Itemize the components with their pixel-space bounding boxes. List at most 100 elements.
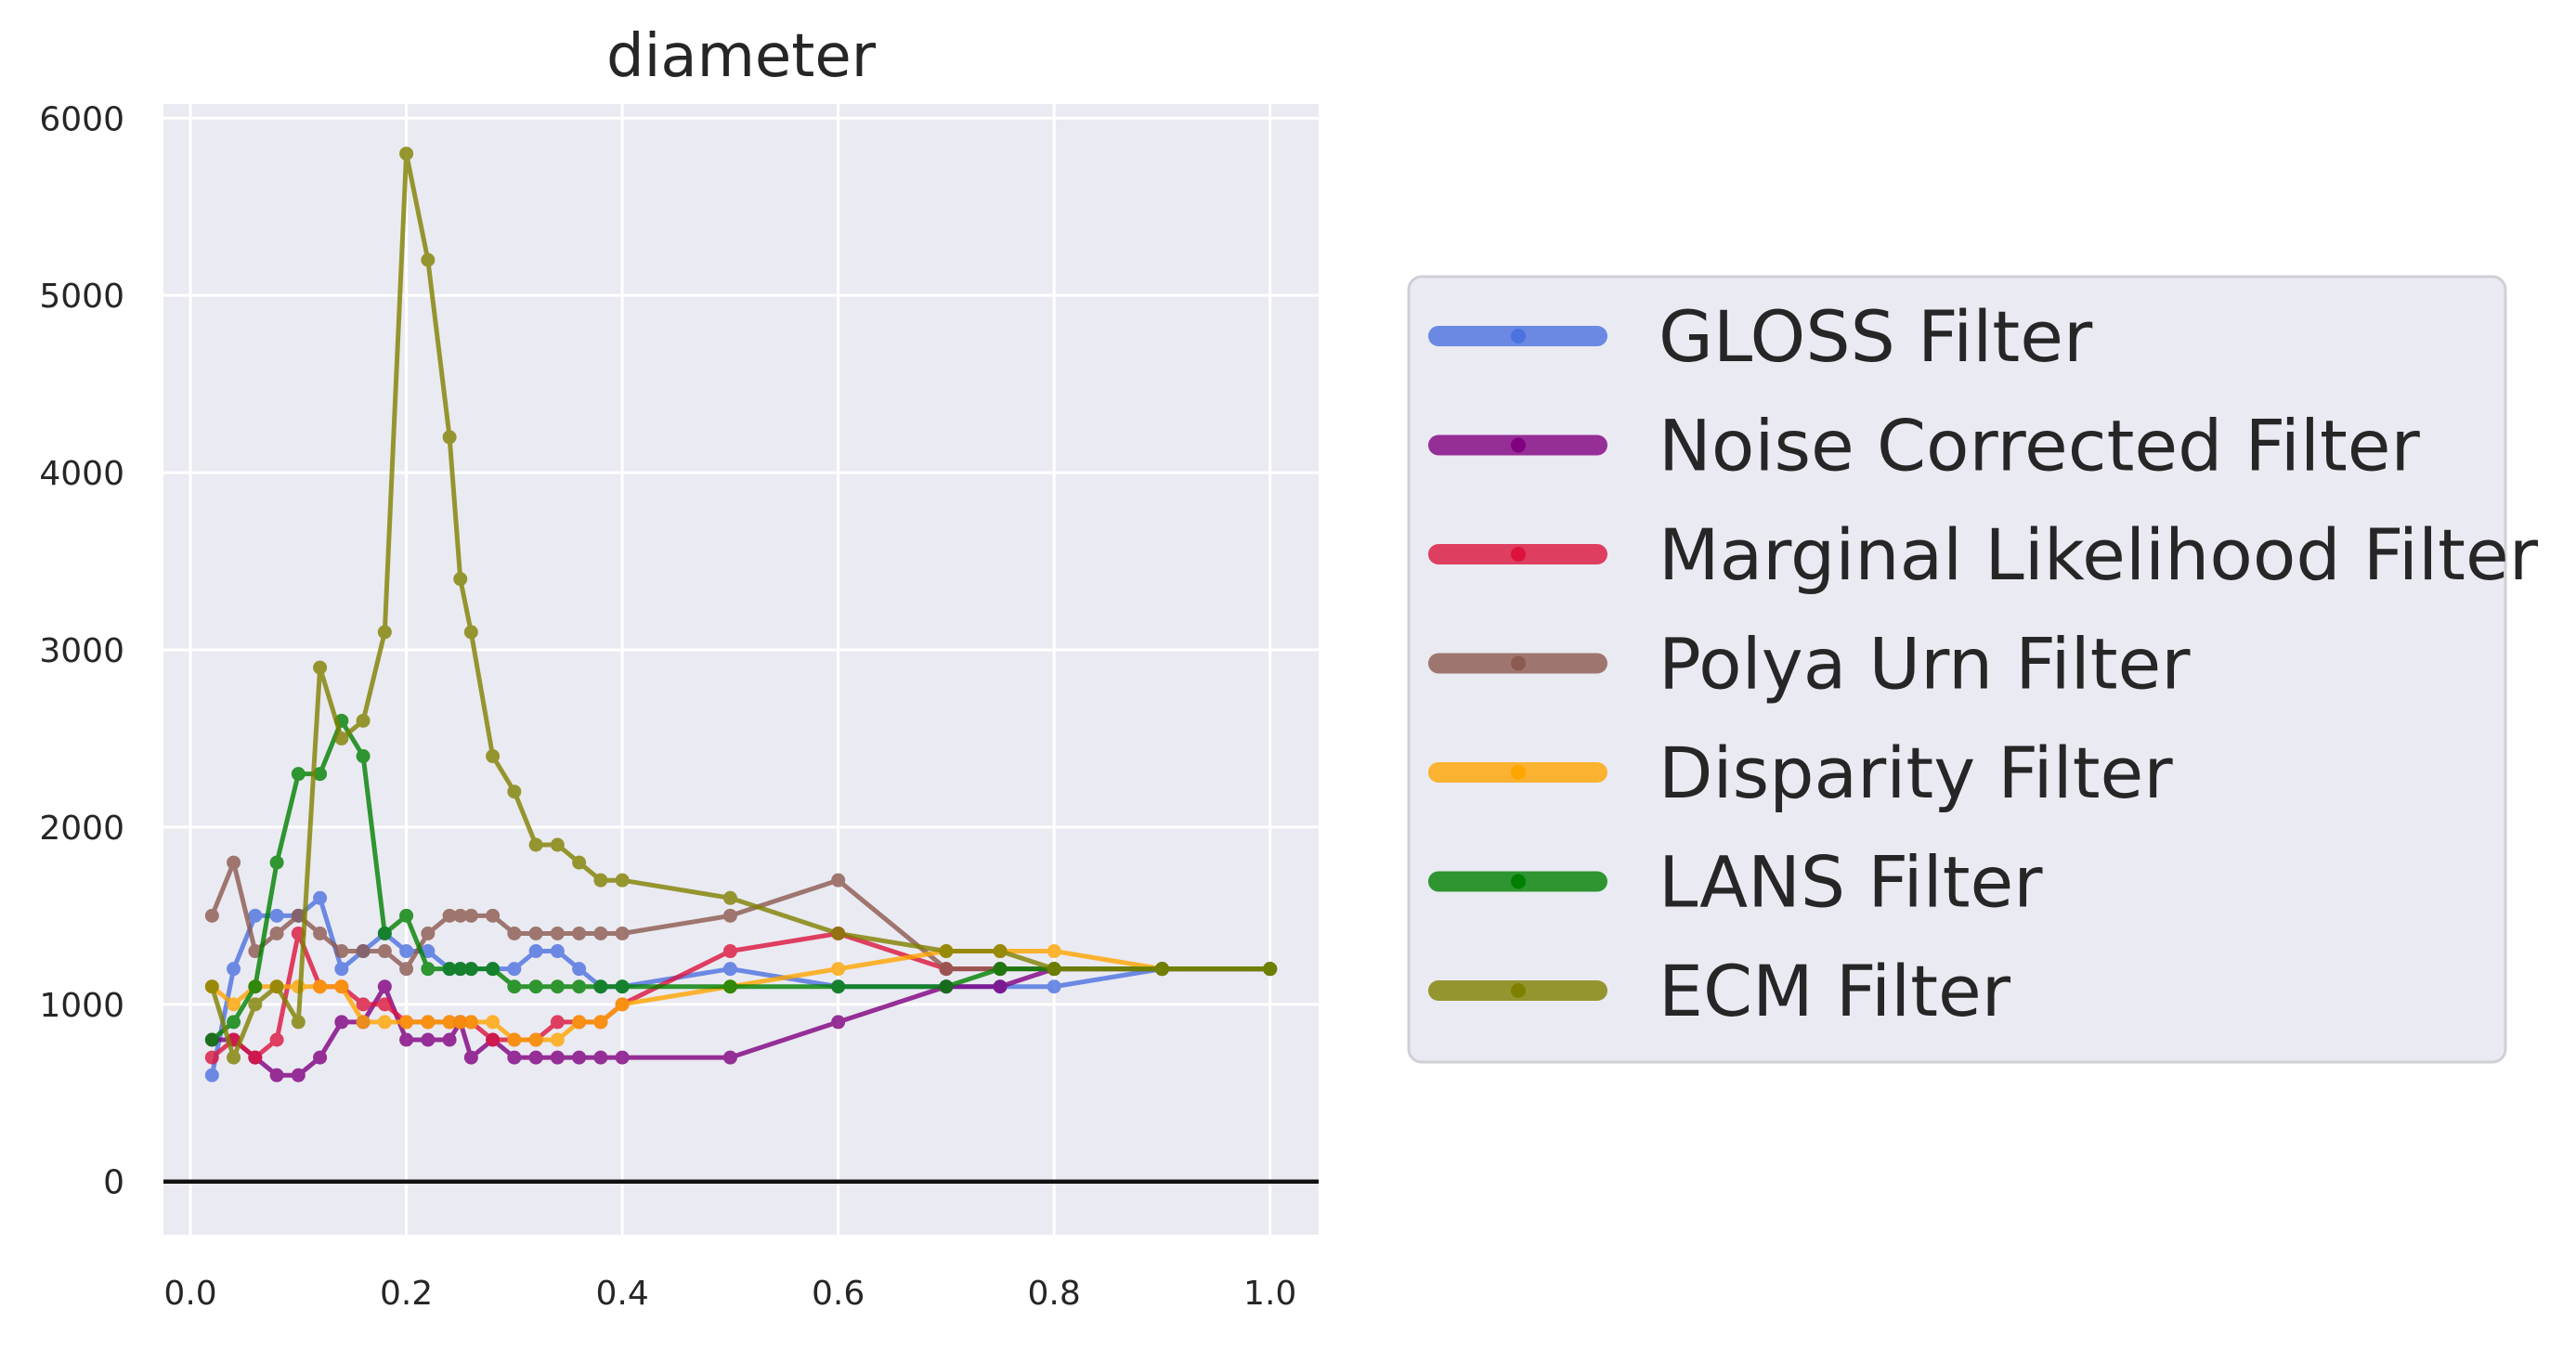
legend: GLOSS Filter Noise Corrected Filter Margin…	[1407, 275, 2539, 1064]
data-point	[399, 1032, 414, 1047]
legend-item: Polya Urn Filter	[1428, 623, 2191, 706]
series-group	[204, 146, 1278, 1082]
data-point	[1263, 962, 1278, 977]
legend-item: Noise Corrected Filter	[1428, 405, 2421, 487]
data-point	[356, 1015, 371, 1030]
data-point	[615, 979, 630, 994]
data-point	[528, 1050, 543, 1065]
legend-marker	[1511, 983, 1526, 998]
data-point	[204, 1068, 219, 1082]
data-point	[550, 1032, 565, 1047]
data-point	[377, 1015, 392, 1030]
legend-box	[1407, 275, 2507, 1064]
legend-item: ECM Filter	[1428, 950, 2011, 1032]
data-point	[593, 873, 608, 888]
data-point	[453, 1015, 468, 1030]
x-tick-label: 0.0	[163, 1275, 216, 1313]
data-point	[939, 979, 954, 994]
data-point	[528, 944, 543, 959]
data-point	[550, 1050, 565, 1065]
legend-label: Disparity Filter	[1659, 732, 2173, 814]
data-point	[593, 979, 608, 994]
data-point	[550, 944, 565, 959]
x-tick-label: 0.8	[1028, 1275, 1081, 1313]
data-point	[507, 1050, 522, 1065]
data-point	[463, 908, 478, 923]
legend-label: Marginal Likelihood Filter	[1659, 513, 2539, 596]
data-point	[334, 944, 349, 959]
legend-label: GLOSS Filter	[1659, 295, 2093, 378]
data-point	[615, 997, 630, 1012]
data-point	[507, 962, 522, 977]
data-point	[593, 1015, 608, 1030]
data-point	[421, 926, 436, 940]
series-line	[209, 860, 1270, 972]
y-tick-label: 5000	[39, 278, 124, 316]
data-point	[528, 837, 543, 852]
data-point	[615, 926, 630, 940]
ticks: 0.0 0.2 0.4 0.6 0.8 1.0 0 1000 2000 3000 4000 5000 6…	[39, 100, 1296, 1313]
data-point	[399, 962, 414, 977]
data-point	[507, 979, 522, 994]
data-point	[453, 572, 468, 587]
y-tick-label: 6000	[39, 100, 124, 138]
legend-label: Polya Urn Filter	[1659, 623, 2191, 706]
data-point	[291, 767, 306, 782]
data-point	[722, 908, 737, 923]
data-point	[442, 908, 457, 923]
data-point	[993, 944, 1008, 959]
legend-item: GLOSS Filter	[1428, 295, 2093, 378]
data-point	[486, 1032, 501, 1047]
data-point	[463, 625, 478, 640]
data-point	[442, 430, 457, 445]
data-point	[269, 855, 284, 870]
legend-marker	[1511, 655, 1526, 671]
data-point	[831, 926, 846, 940]
data-point	[507, 1032, 522, 1047]
legend-marker	[1511, 329, 1526, 343]
data-point	[313, 890, 328, 905]
data-point	[421, 1032, 436, 1047]
data-point	[486, 749, 501, 764]
data-point	[572, 979, 587, 994]
data-point	[939, 962, 954, 977]
data-point	[269, 908, 284, 923]
data-point	[248, 979, 263, 994]
data-point	[377, 979, 392, 994]
series-line	[209, 151, 1270, 1060]
x-tick-label: 0.4	[595, 1275, 648, 1313]
data-point	[831, 979, 846, 994]
data-point	[463, 1050, 478, 1065]
data-point	[528, 926, 543, 940]
data-point	[227, 855, 241, 870]
series-ecm-filter	[204, 146, 1278, 1065]
data-point	[486, 1015, 501, 1030]
data-point	[442, 1015, 457, 1030]
plot-area	[163, 104, 1319, 1235]
data-point	[291, 908, 306, 923]
data-point	[528, 979, 543, 994]
data-point	[227, 1015, 241, 1030]
data-point	[993, 979, 1008, 994]
data-point	[572, 1015, 587, 1030]
data-point	[572, 962, 587, 977]
data-point	[377, 926, 392, 940]
data-point	[204, 908, 219, 923]
data-point	[593, 926, 608, 940]
data-point	[486, 962, 501, 977]
data-point	[269, 1068, 284, 1082]
data-point	[453, 908, 468, 923]
data-point	[463, 1015, 478, 1030]
legend-item: LANS Filter	[1428, 841, 2043, 924]
data-point	[486, 908, 501, 923]
data-point	[453, 962, 468, 977]
data-point	[313, 1050, 328, 1065]
legend-label: Noise Corrected Filter	[1659, 405, 2421, 487]
data-point	[227, 1050, 241, 1065]
data-point	[722, 890, 737, 905]
series-line	[210, 949, 1270, 1043]
data-point	[248, 1050, 263, 1065]
legend-marker	[1511, 765, 1526, 780]
